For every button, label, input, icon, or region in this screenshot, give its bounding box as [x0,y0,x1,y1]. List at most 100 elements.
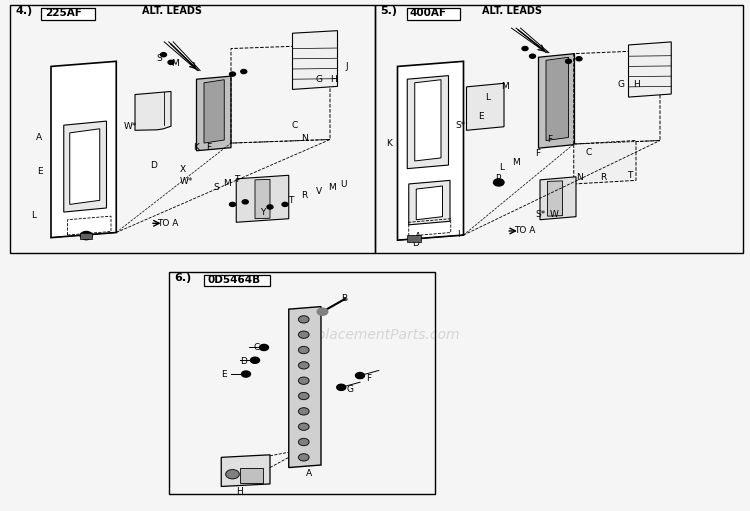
Text: W*: W* [180,177,194,187]
Text: R: R [302,191,307,200]
Circle shape [298,408,309,415]
Text: D: D [240,357,247,366]
Text: K: K [386,138,392,148]
Bar [169,272,435,494]
Circle shape [530,54,536,58]
Text: TO A: TO A [514,226,535,236]
Text: D: D [413,239,419,248]
Text: R: R [600,173,606,182]
Text: L: L [485,92,490,102]
Text: L: L [499,163,504,172]
Polygon shape [255,179,270,219]
Text: X: X [180,165,186,174]
Text: eReplacementParts.com: eReplacementParts.com [290,328,460,342]
Text: 6.): 6.) [174,273,191,284]
Polygon shape [416,186,442,220]
Text: A: A [306,469,312,478]
Text: H: H [330,75,337,84]
Bar [10,5,375,253]
Bar [240,468,262,483]
Text: A: A [36,133,42,143]
Text: F: F [548,135,553,144]
Text: T: T [288,196,293,205]
Text: H: H [236,487,243,496]
Text: F: F [535,149,540,158]
Polygon shape [221,455,270,486]
Polygon shape [540,177,576,220]
Text: J: J [346,62,348,71]
Text: T: T [627,171,632,180]
Text: V: V [316,187,322,196]
Text: M: M [171,59,178,68]
Polygon shape [196,76,231,151]
Text: 5.): 5.) [380,6,398,16]
Polygon shape [51,61,116,238]
Circle shape [298,362,309,369]
Polygon shape [64,121,106,212]
Text: G: G [346,385,353,394]
Polygon shape [546,57,568,141]
Text: S: S [156,54,162,63]
Circle shape [298,438,309,446]
Text: S*: S* [536,210,546,219]
Text: W: W [550,210,559,219]
Text: U: U [340,180,347,190]
Text: M: M [328,183,335,192]
Bar [407,235,421,242]
Polygon shape [628,42,671,97]
Text: D: D [150,160,157,170]
Polygon shape [204,80,224,143]
Circle shape [242,200,248,204]
Circle shape [226,470,239,479]
Circle shape [298,454,309,461]
Text: G: G [315,75,322,84]
Bar [204,275,270,286]
Circle shape [298,316,309,323]
Circle shape [241,69,247,74]
Circle shape [230,202,236,206]
Text: F: F [366,374,371,383]
Circle shape [317,308,328,315]
Text: T: T [234,175,239,184]
Polygon shape [135,91,171,130]
Text: I: I [458,229,460,239]
Circle shape [80,231,92,240]
Circle shape [566,59,572,63]
Text: 400AF: 400AF [410,8,446,18]
Bar [375,5,742,253]
Text: C: C [585,148,591,157]
Text: N: N [576,173,583,182]
Circle shape [576,57,582,61]
Text: H: H [633,80,640,89]
Text: 4.): 4.) [15,6,32,16]
Circle shape [251,357,260,363]
Circle shape [337,384,346,390]
Text: 0D5464B: 0D5464B [207,274,260,285]
Text: G: G [617,80,624,89]
Text: W*: W* [124,122,137,131]
Circle shape [230,72,236,76]
Polygon shape [548,181,562,216]
Text: S: S [213,182,219,192]
Text: ALT. LEADS: ALT. LEADS [142,6,202,16]
Circle shape [260,344,268,351]
Polygon shape [292,31,338,89]
Circle shape [298,377,309,384]
Text: L: L [32,211,37,220]
Polygon shape [415,80,441,161]
Text: M: M [501,82,509,91]
Text: K: K [194,143,200,152]
Circle shape [168,60,174,64]
Polygon shape [289,307,321,468]
Polygon shape [398,61,464,240]
Circle shape [160,53,166,57]
Text: Y: Y [260,207,266,217]
Text: A: A [415,231,421,241]
Bar [80,233,92,239]
Text: E: E [221,369,226,379]
Circle shape [298,392,309,400]
Text: F: F [206,143,212,152]
Text: P: P [495,174,500,183]
Circle shape [242,371,250,377]
Polygon shape [409,180,450,225]
